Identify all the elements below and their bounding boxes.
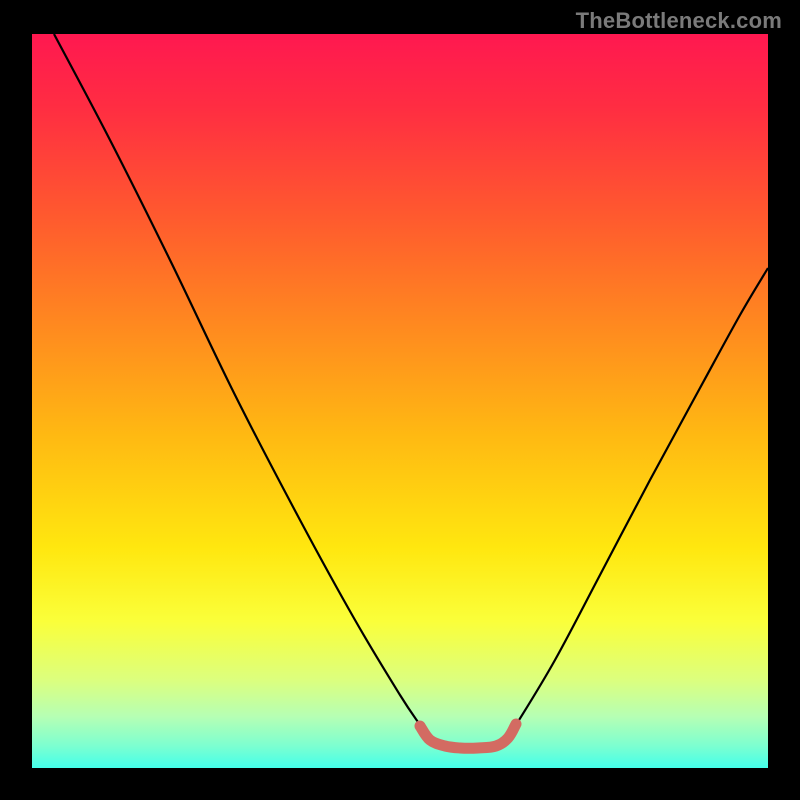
bottleneck-curve [0,0,800,800]
watermark-text: TheBottleneck.com [576,8,782,34]
curve-valley-highlight [420,724,516,748]
chart-stage: TheBottleneck.com [0,0,800,800]
curve-main [54,34,768,748]
plot-area [32,34,768,768]
